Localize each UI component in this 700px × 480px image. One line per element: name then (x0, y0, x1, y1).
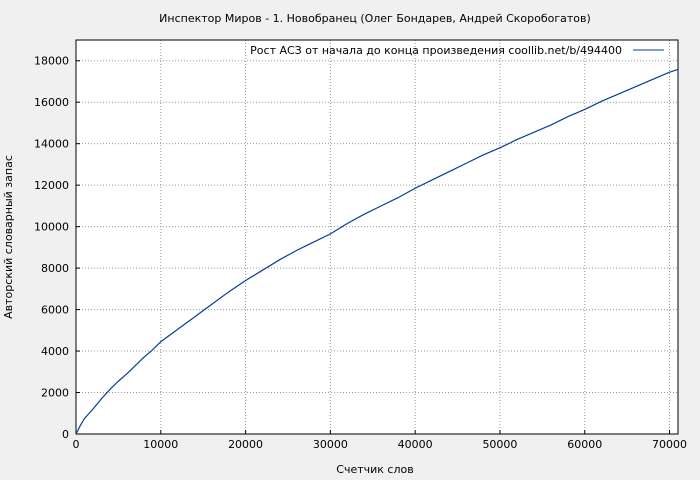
y-tick-label: 14000 (34, 138, 69, 151)
legend: Рост АСЗ от начала до конца произведения… (250, 44, 664, 57)
y-tick-label: 10000 (34, 221, 69, 234)
plot-frame (75, 39, 679, 435)
grid-lines (76, 40, 678, 434)
axis-ticks: 0 10000 20000 30000 40000 50000 60000 70000 0 200… (34, 55, 687, 451)
x-axis-label: Счетчик слов (336, 463, 413, 476)
x-tick-label: 30000 (313, 438, 348, 451)
x-tick-label: 70000 (652, 438, 687, 451)
x-tick-label: 10000 (143, 438, 178, 451)
y-tick-label: 16000 (34, 96, 69, 109)
x-tick-label: 40000 (398, 438, 433, 451)
chart-title: Инспектор Миров - 1. Новобранец (Олег Бо… (159, 12, 591, 25)
series-lines (75, 68, 679, 435)
x-tick-label: 0 (73, 438, 80, 451)
y-tick-label: 4000 (41, 345, 69, 358)
x-tick-label: 50000 (482, 438, 517, 451)
plot-background (76, 40, 678, 434)
y-tick-label: 0 (62, 428, 69, 441)
y-tick-label: 6000 (41, 304, 69, 317)
y-tick-label: 8000 (41, 262, 69, 275)
y-axis-label: Авторский словарный запас (2, 155, 15, 319)
x-tick-label: 60000 (567, 438, 602, 451)
x-tick-label: 20000 (228, 438, 263, 451)
y-tick-label: 2000 (41, 387, 69, 400)
series-line (75, 68, 679, 435)
legend-label: Рост АСЗ от начала до конца произведения… (250, 44, 622, 57)
y-tick-label: 18000 (34, 55, 69, 68)
y-tick-label: 12000 (34, 179, 69, 192)
